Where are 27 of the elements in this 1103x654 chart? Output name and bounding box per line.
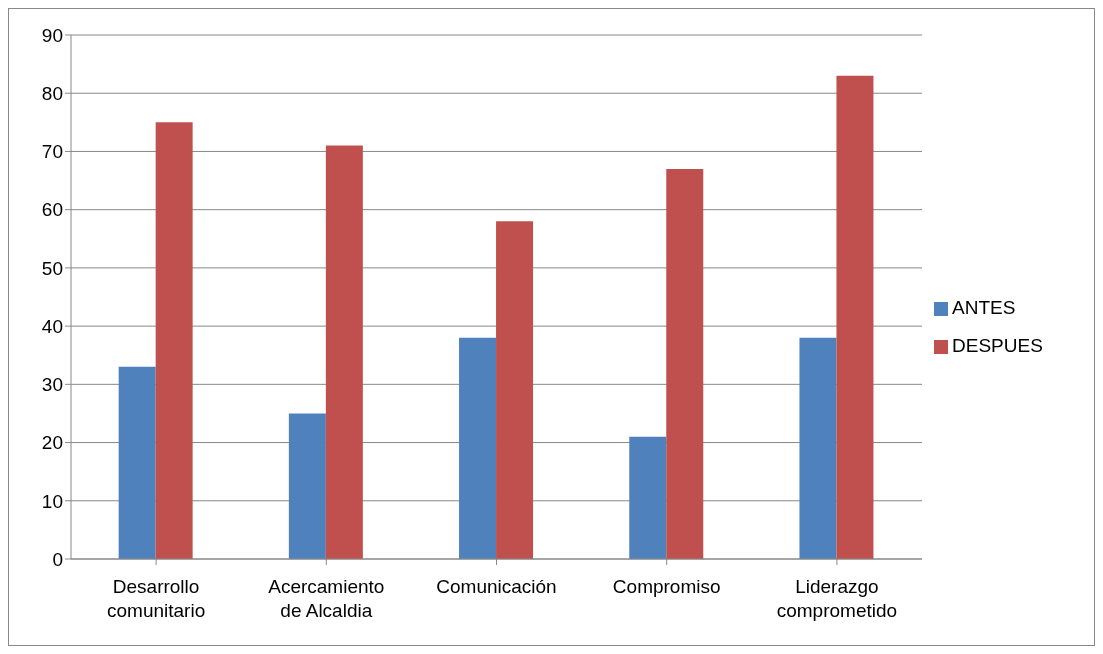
x-tick-label: Comunicación [436, 576, 557, 597]
bar [799, 337, 837, 559]
x-tick-label: Liderazgo comprometido [776, 576, 898, 621]
y-tick-label: 70 [41, 141, 63, 163]
legend-label: DESPUES [952, 335, 1043, 356]
bar [459, 337, 497, 559]
bar [118, 366, 156, 559]
bar [496, 221, 534, 559]
bar [288, 413, 326, 559]
y-tick-label: 60 [41, 199, 63, 221]
bar [629, 436, 667, 559]
bar [325, 145, 363, 559]
y-tick-label: 20 [41, 432, 63, 454]
y-tick-label: 80 [41, 82, 63, 104]
bar [836, 75, 874, 559]
y-tick-label: 0 [52, 548, 63, 570]
legend-label: ANTES [952, 297, 1016, 318]
x-tick-label: Acercamiento de Alcaldia [268, 576, 385, 621]
y-tick-label: 50 [41, 257, 63, 279]
y-tick-label: 90 [41, 24, 63, 46]
x-tick-label: Compromiso [612, 576, 721, 597]
y-tick-label: 30 [41, 374, 63, 396]
x-tick-label: Desarrollo comunitario [106, 576, 206, 621]
y-tick-label: 40 [41, 315, 63, 337]
y-tick-label: 10 [41, 490, 63, 512]
bar [666, 168, 704, 559]
bar [155, 122, 193, 559]
